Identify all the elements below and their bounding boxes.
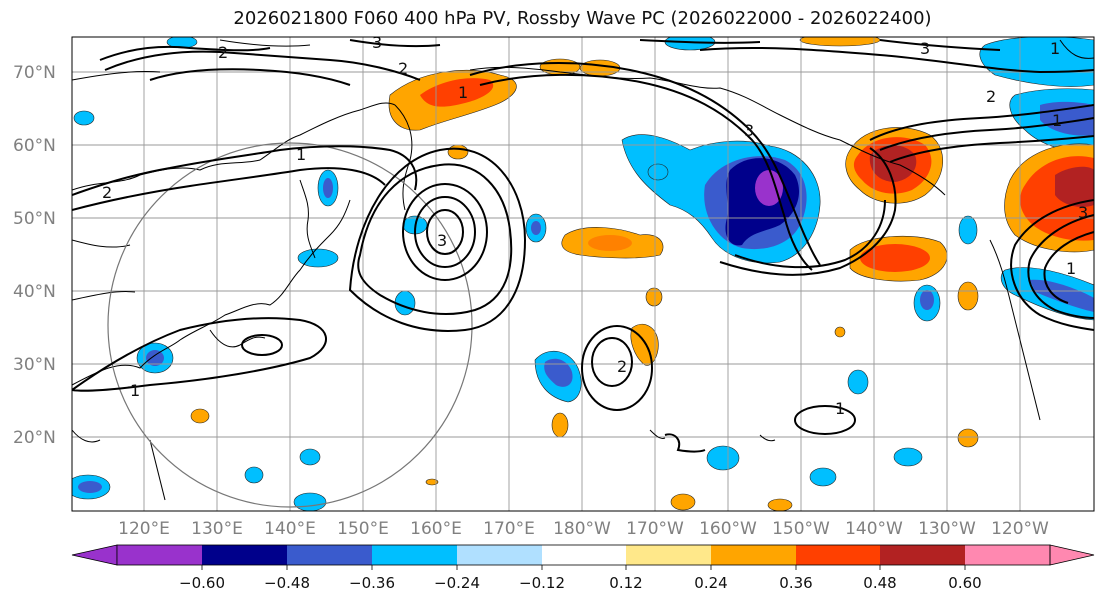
contour-label: 3 — [437, 231, 447, 250]
colorbar-segment — [372, 545, 457, 565]
colorbar-tick-label: −0.36 — [349, 574, 395, 592]
colorbar-segment — [457, 545, 542, 565]
lon-label: 120°E — [118, 519, 170, 539]
contour-label: 1 — [130, 381, 140, 400]
colorbar-tick-label: −0.24 — [434, 574, 480, 592]
contour-label: 3 — [744, 121, 754, 140]
contour-label: 3 — [372, 33, 382, 52]
lon-label: 160°W — [699, 519, 757, 539]
contour-label: 2 — [102, 183, 112, 202]
pv-contours — [72, 39, 1094, 453]
colorbar: −0.60 −0.48 −0.36 −0.24 −0.12 0.12 0.24 … — [71, 544, 1095, 592]
lon-label: 140°W — [845, 519, 903, 539]
colorbar-tick-label: 0.48 — [863, 574, 896, 592]
contour-label: 2 — [617, 357, 627, 376]
lon-label: 180°W — [553, 519, 611, 539]
contour-label: 1 — [296, 145, 306, 164]
colorbar-tick-label: −0.48 — [264, 574, 310, 592]
colorbar-segment — [626, 545, 711, 565]
colorbar-extend-high — [1049, 544, 1095, 566]
colorbar-tick-label: −0.12 — [519, 574, 565, 592]
contour-label: 2 — [398, 59, 408, 78]
colorbar-tick-label: 0.36 — [779, 574, 812, 592]
colorbar-segment — [117, 545, 202, 565]
colorbar-tick-label: 0.12 — [609, 574, 642, 592]
contour-label: 2 — [986, 87, 996, 106]
contour-labels: 2 2 3 2 1 3 1 1 3 3 2 1 3 1 2 1 1 — [102, 33, 1088, 418]
lat-label-60n: 60°N — [13, 136, 56, 156]
lat-label-30n: 30°N — [13, 355, 56, 375]
lat-label-70n: 70°N — [13, 63, 56, 83]
reference-circle — [107, 142, 473, 508]
lon-label: 150°E — [337, 519, 389, 539]
colorbar-tick-label: 0.60 — [948, 574, 981, 592]
colorbar-extend-low — [71, 544, 118, 566]
colorbar-segment — [880, 545, 965, 565]
neg-anomaly-bering-peak — [755, 170, 783, 206]
lat-label-50n: 50°N — [13, 209, 56, 229]
contour-label: 1 — [1050, 39, 1060, 58]
colorbar-segment — [796, 545, 880, 565]
contour-label: 1 — [1066, 259, 1076, 278]
colorbar-tick-label: 0.24 — [694, 574, 727, 592]
lon-label: 130°W — [918, 519, 976, 539]
lon-label: 170°E — [483, 519, 535, 539]
contour-label: 1 — [1052, 111, 1062, 130]
lat-label-40n: 40°N — [13, 282, 56, 302]
lon-label: 170°W — [626, 519, 684, 539]
colorbar-segment — [965, 545, 1050, 565]
contour-label: 3 — [920, 39, 930, 58]
lon-label: 160°E — [410, 519, 462, 539]
colorbar-segment — [542, 545, 626, 565]
graticule — [72, 37, 1094, 511]
colorbar-tick-label: −0.60 — [179, 574, 225, 592]
lat-label-20n: 20°N — [13, 428, 56, 448]
colorbar-segment — [711, 545, 796, 565]
map-title: 2026021800 F060 400 hPa PV, Rossby Wave … — [233, 8, 932, 29]
lon-label: 140°E — [264, 519, 316, 539]
map-background — [72, 37, 1094, 511]
map-frame — [71, 36, 1095, 512]
lon-label: 150°W — [772, 519, 830, 539]
colorbar-segment — [287, 545, 372, 565]
contour-label: 3 — [1078, 203, 1088, 222]
contour-label: 1 — [458, 83, 468, 102]
latitude-labels: 70°N 60°N 50°N 40°N 30°N 20°N — [13, 63, 56, 448]
colorbar-segment — [202, 545, 287, 565]
contour-label: 2 — [218, 43, 228, 62]
longitude-labels: 120°E 130°E 140°E 150°E 160°E 170°E 180°… — [118, 519, 1049, 539]
lon-label: 130°E — [191, 519, 243, 539]
lon-label: 120°W — [991, 519, 1049, 539]
contour-label: 1 — [835, 399, 845, 418]
